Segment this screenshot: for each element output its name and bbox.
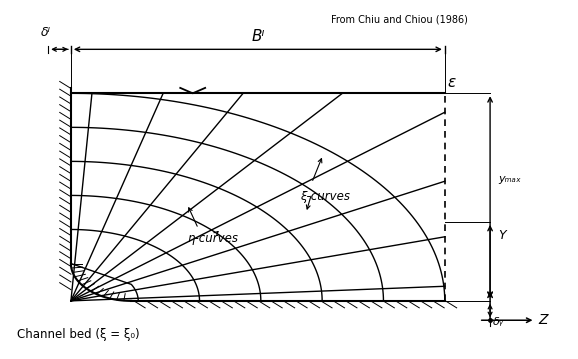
Text: Y: Y (499, 229, 506, 242)
Text: δᴵ: δᴵ (40, 26, 50, 39)
Text: ξ-curves: ξ-curves (301, 190, 350, 203)
Text: From Chiu and Chiou (1986): From Chiu and Chiou (1986) (332, 14, 468, 24)
Text: Z: Z (538, 313, 548, 327)
Text: Channel bed (ξ = ξ₀): Channel bed (ξ = ξ₀) (17, 328, 140, 341)
Text: η-curves: η-curves (187, 232, 238, 245)
Text: Bᴵ: Bᴵ (251, 29, 265, 44)
Text: ε: ε (447, 75, 456, 90)
Text: δᵧ: δᵧ (493, 317, 504, 327)
Text: yₘₐₓ: yₘₐₓ (499, 174, 521, 185)
